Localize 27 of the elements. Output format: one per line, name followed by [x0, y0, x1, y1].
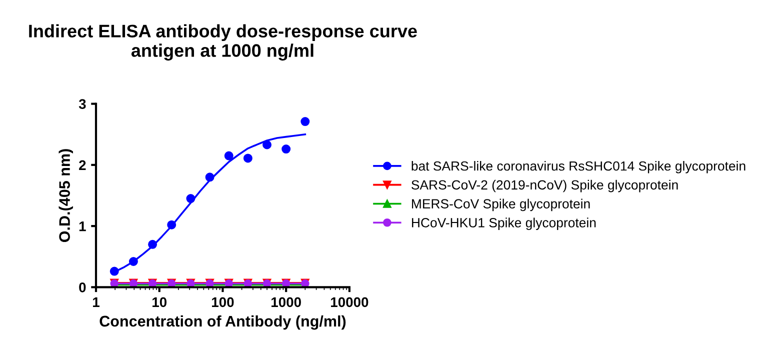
legend-label: HCoV-HKU1 Spike glycoprotein: [412, 218, 596, 230]
legend-label: SARS-CoV-2 (2019-nCoV) Spike glycoprotein: [412, 180, 678, 192]
point: [148, 240, 158, 249]
legend-label: MERS-CoV Spike glycoprotein: [412, 198, 590, 212]
x-tick-label: 1: [93, 297, 100, 307]
point: [262, 140, 272, 150]
y-tick-label: 2: [79, 160, 86, 170]
point: [243, 154, 252, 163]
y-axis-title: O.D.(405 nm): [58, 149, 73, 242]
y-tick-label: 3: [78, 99, 86, 109]
point: [110, 266, 119, 276]
point: [128, 257, 138, 266]
point: [205, 172, 214, 182]
x-tick-label: 10: [152, 297, 167, 308]
point: [224, 151, 234, 160]
x-axis-title: Concentration of Antibody (ng/ml): [100, 315, 346, 330]
point: [167, 220, 176, 230]
legend-label: bat SARS-like coronavirus RsSHC014 Spike glycoprotein: [412, 160, 746, 174]
x-tick-label: 1000: [272, 297, 301, 308]
chart-title: Indirect ELISA antibody dose-response curve antigen at 1000 ng/ml: [29, 24, 417, 61]
point: [282, 144, 291, 154]
point: [186, 194, 196, 204]
point: [300, 117, 310, 126]
y-tick-label: 0: [79, 282, 86, 292]
x-tick-label: 10000: [331, 297, 368, 308]
x-tick-label: 100: [212, 297, 234, 308]
y-tick-label: 1: [79, 222, 86, 232]
